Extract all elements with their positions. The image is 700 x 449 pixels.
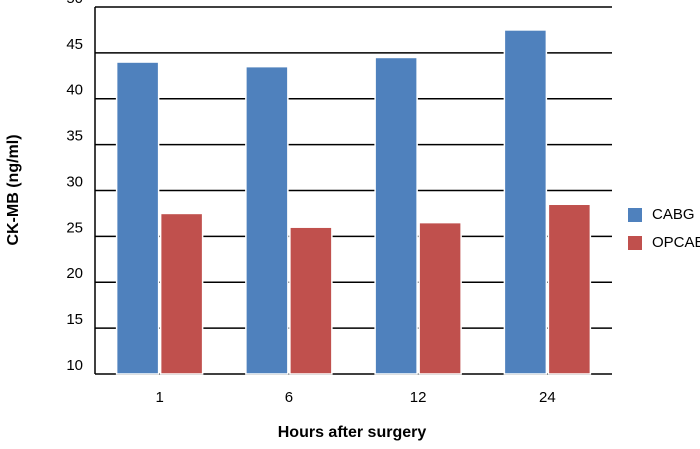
y-tick-label: 40 — [66, 82, 83, 99]
y-tick-label: 45 — [66, 36, 83, 53]
bar — [159, 212, 204, 375]
bar — [374, 56, 418, 375]
x-tick-label: 6 — [285, 389, 293, 406]
x-tick-label: 24 — [539, 389, 556, 406]
x-axis-title: Hours after surgery — [278, 424, 427, 441]
bar — [289, 226, 333, 375]
y-tick-label: 50 — [66, 0, 83, 7]
legend-swatch — [628, 208, 642, 222]
bar — [418, 221, 462, 375]
y-axis-title: CK-MB (ng/ml) — [5, 134, 22, 245]
y-tick-label: 30 — [66, 173, 83, 190]
bar — [503, 29, 548, 375]
y-tick-label: 20 — [66, 265, 83, 282]
y-tick-label: 15 — [66, 311, 83, 328]
legend-label: OPCAB — [652, 234, 700, 251]
y-tick-label: 10 — [66, 357, 83, 374]
legend-label: CABG — [652, 206, 695, 223]
x-tick-label: 1 — [155, 389, 163, 406]
bar — [115, 61, 160, 375]
legend-swatch — [628, 236, 642, 250]
bar — [245, 65, 289, 375]
y-tick-label: 25 — [66, 219, 83, 236]
bar — [547, 203, 592, 375]
x-tick-label: 12 — [410, 389, 427, 406]
y-tick-label: 35 — [66, 128, 83, 145]
